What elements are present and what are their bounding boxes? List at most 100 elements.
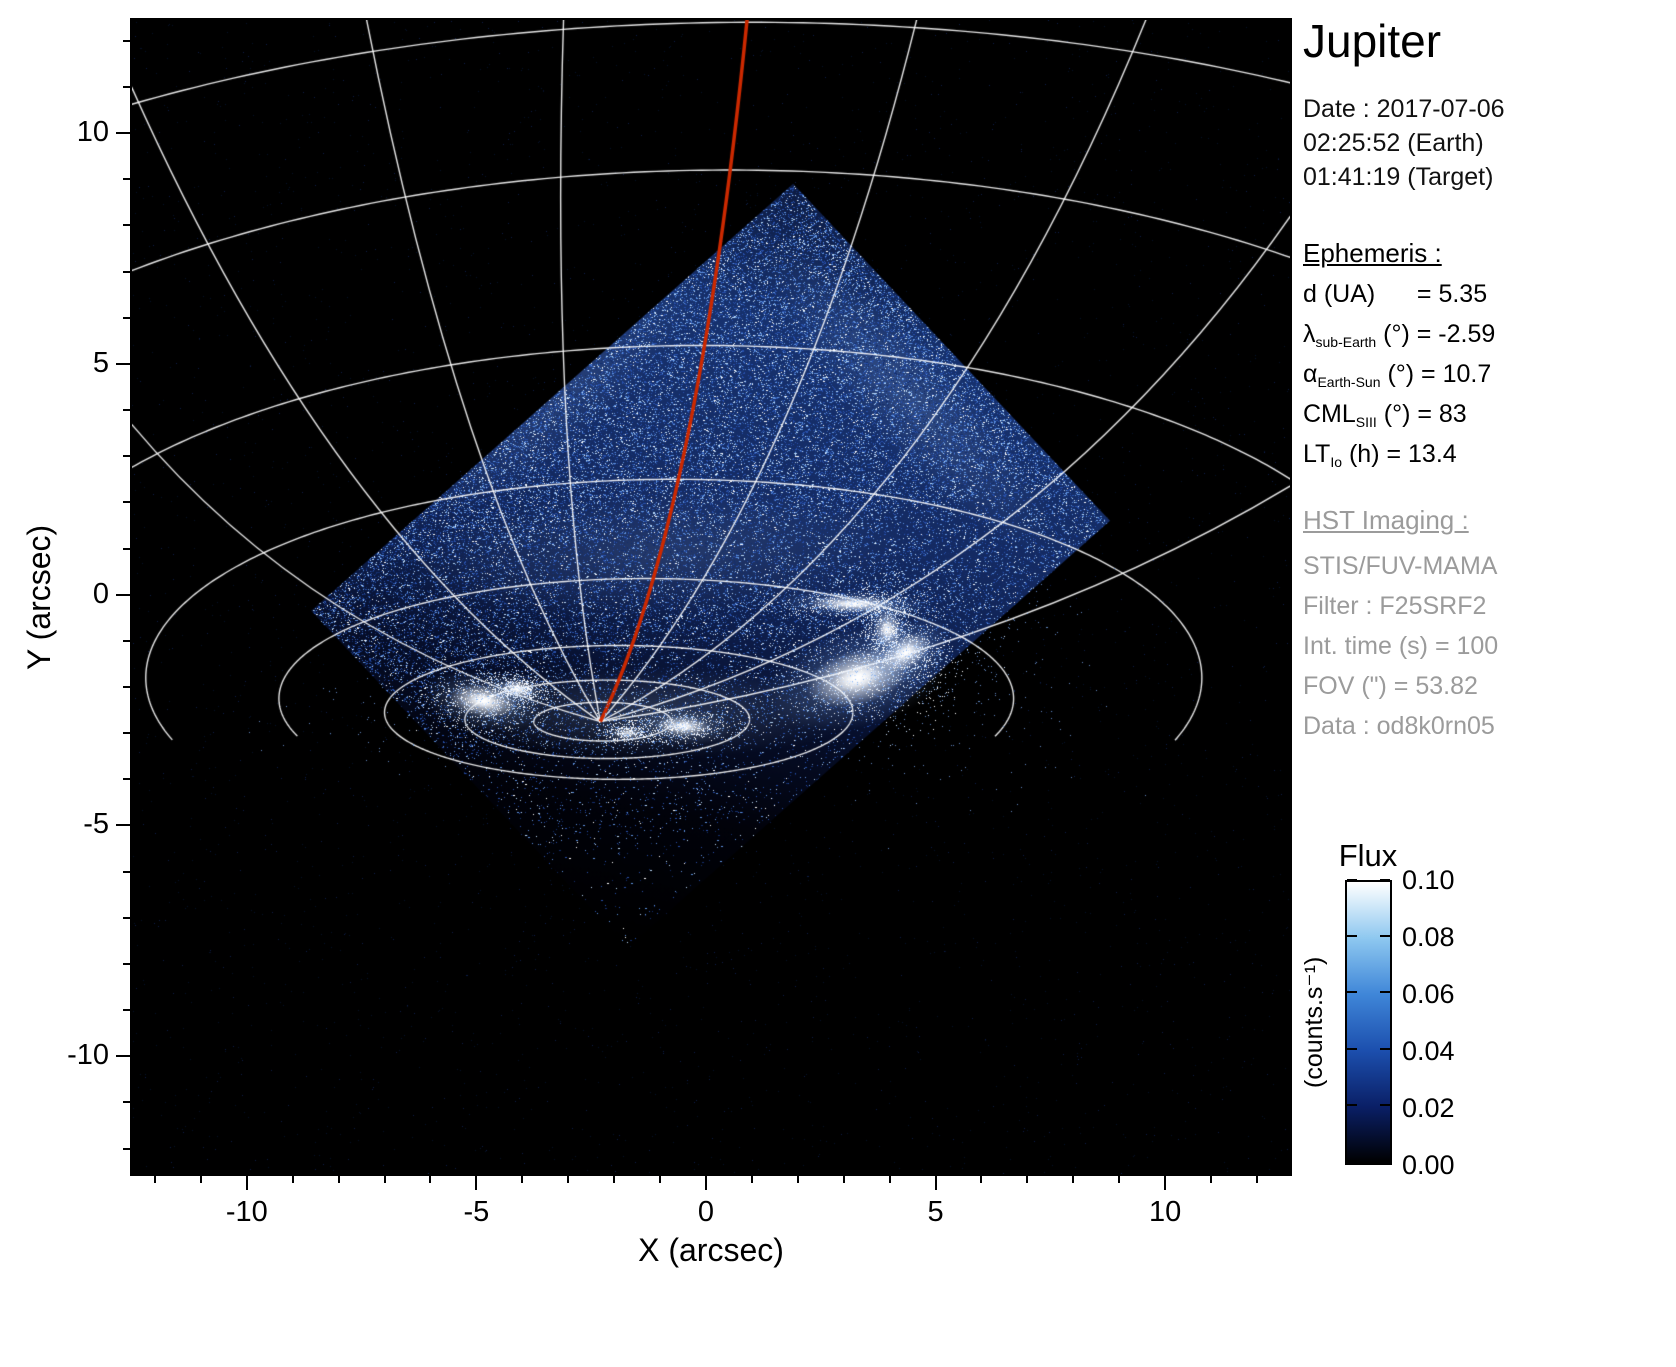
x-axis-tick — [613, 1176, 616, 1183]
x-axis-tick — [567, 1176, 570, 1183]
x-axis-tick — [429, 1176, 432, 1183]
x-axis-tick — [1072, 1176, 1075, 1183]
x-axis-tick — [291, 1176, 294, 1183]
colorbar — [1345, 880, 1392, 1165]
y-axis-tick — [116, 362, 130, 365]
y-axis-tick — [123, 224, 130, 227]
y-axis-tick — [123, 639, 130, 642]
y-axis-tick — [123, 316, 130, 319]
colorbar-tick-label: 0.02 — [1402, 1093, 1455, 1123]
ephemeris-rows: d (UA) = 5.35 λsub-Earth (°) = -2.59 αEa… — [1303, 280, 1495, 480]
x-axis-tick — [1255, 1176, 1258, 1183]
ephemeris-heading: Ephemeris : — [1303, 238, 1442, 268]
colorbar-title: Flux — [1338, 838, 1398, 873]
y-axis-tick — [123, 270, 130, 273]
y-axis-tick — [116, 132, 130, 135]
ephemeris-subscript: sub-Earth — [1315, 334, 1377, 350]
x-axis-tick — [1026, 1176, 1029, 1183]
y-tick-label: -5 — [83, 808, 109, 841]
date-line-2: 02:25:52 (Earth) — [1303, 129, 1484, 157]
y-tick-label: 5 — [92, 346, 109, 379]
y-axis-tick — [123, 1147, 130, 1150]
x-axis-tick — [888, 1176, 891, 1183]
colorbar-tick — [1347, 1160, 1357, 1162]
y-axis-tick — [123, 547, 130, 550]
hst-imaging-lines: STIS/FUV-MAMA Filter : F25SRF2 Int. time… — [1303, 546, 1498, 746]
ephemeris-subscript: SIII — [1355, 414, 1377, 430]
ephemeris-value: (°) = -2.59 — [1376, 320, 1496, 348]
x-axis-tick — [383, 1176, 386, 1183]
y-axis-tick — [116, 824, 130, 827]
y-axis-tick — [123, 962, 130, 965]
x-axis-tick — [796, 1176, 799, 1183]
x-axis-tick — [704, 1176, 707, 1190]
figure-title: Jupiter — [1303, 15, 1442, 67]
y-axis-tick — [123, 501, 130, 504]
plot-canvas — [132, 20, 1290, 1174]
x-axis-tick — [337, 1176, 340, 1183]
x-axis-tick — [1164, 1176, 1167, 1190]
colorbar-tick — [1347, 991, 1357, 994]
ephemeris-row-d: d (UA) = 5.35 — [1303, 280, 1495, 320]
colorbar-tick — [1380, 935, 1390, 938]
y-axis-tick — [123, 1009, 130, 1012]
x-tick-label: -10 — [225, 1196, 268, 1228]
x-axis-tick — [750, 1176, 753, 1183]
x-axis-tick — [842, 1176, 845, 1183]
colorbar-tick-label: 0.06 — [1402, 979, 1455, 1009]
x-tick-label: 0 — [697, 1196, 714, 1228]
ephemeris-row-lt: LTIo (h) = 13.4 — [1303, 440, 1495, 480]
colorbar-tick — [1380, 991, 1390, 994]
colorbar-unit-label: (counts.s⁻¹) — [1300, 956, 1328, 1089]
y-axis-tick — [123, 455, 130, 458]
x-axis-tick — [1118, 1176, 1121, 1183]
x-axis-tick — [153, 1176, 156, 1183]
x-axis-tick — [980, 1176, 983, 1183]
ephemeris-value: (°) = 10.7 — [1380, 360, 1492, 388]
ephemeris-symbol: d (UA) — [1303, 280, 1376, 308]
ephemeris-row-alpha: αEarth-Sun (°) = 10.7 — [1303, 360, 1495, 400]
colorbar-tick — [1347, 1047, 1357, 1050]
ephemeris-subscript: Io — [1330, 454, 1343, 470]
date-line-1: Date : 2017-07-06 — [1303, 95, 1505, 123]
y-axis-tick — [123, 732, 130, 735]
x-axis-tick — [475, 1176, 478, 1190]
hst-line-int-time: Int. time (s) = 100 — [1303, 632, 1499, 660]
ephemeris-subscript: Earth-Sun — [1317, 374, 1381, 390]
x-axis-tick — [521, 1176, 524, 1183]
x-axis-tick — [245, 1176, 248, 1190]
y-axis-tick — [123, 409, 130, 412]
y-tick-label: 10 — [76, 116, 109, 149]
date-line-3: 01:41:19 (Target) — [1303, 163, 1494, 191]
y-axis-tick — [123, 85, 130, 88]
date-block: Date : 2017-07-06 02:25:52 (Earth) 01:41… — [1303, 92, 1505, 194]
ephemeris-symbol: CML — [1303, 400, 1356, 428]
colorbar-tick — [1347, 879, 1357, 881]
ephemeris-row-cml: CMLSIII (°) = 83 — [1303, 400, 1495, 440]
y-axis-tick — [123, 39, 130, 42]
x-axis-tick — [1210, 1176, 1213, 1183]
y-axis-tick — [123, 686, 130, 688]
colorbar-tick-label: 0.10 — [1402, 865, 1455, 895]
hst-line-filter: Filter : F25SRF2 — [1303, 592, 1487, 620]
ephemeris-value: (h) = 13.4 — [1342, 440, 1457, 468]
colorbar-tick — [1347, 935, 1357, 938]
x-axis-label: X (arcsec) — [638, 1232, 784, 1268]
colorbar-tick-label: 0.04 — [1402, 1036, 1455, 1066]
y-tick-label: -10 — [67, 1039, 109, 1072]
hst-line-data-id: Data : od8k0rn05 — [1303, 712, 1495, 740]
colorbar-tick — [1380, 1160, 1390, 1162]
y-axis-tick — [116, 593, 130, 596]
y-axis-tick — [123, 916, 130, 919]
y-axis-tick — [123, 778, 130, 781]
ephemeris-value: = 5.35 — [1375, 280, 1488, 308]
colorbar-tick — [1380, 1047, 1390, 1050]
ephemeris-value: (°) = 83 — [1376, 400, 1467, 428]
x-tick-label: 10 — [1148, 1196, 1182, 1228]
colorbar-tick-label: 0.08 — [1402, 922, 1455, 952]
colorbar-tick-label: 0.00 — [1402, 1150, 1455, 1180]
x-axis-tick — [934, 1176, 937, 1190]
hst-imaging-heading: HST Imaging : — [1303, 505, 1469, 535]
colorbar-tick — [1380, 1103, 1390, 1106]
